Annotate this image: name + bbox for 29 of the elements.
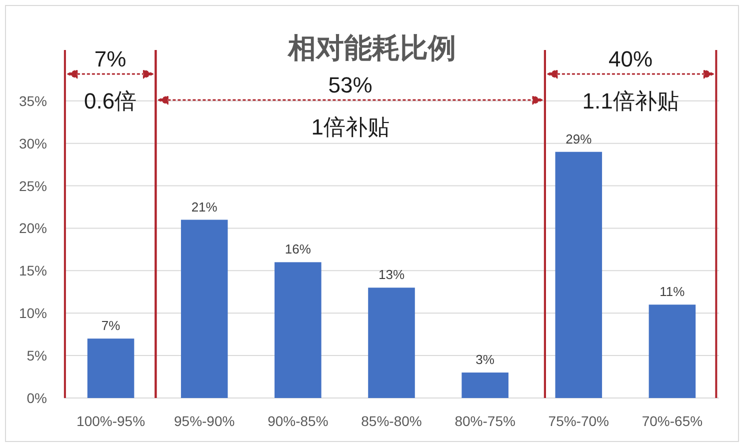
y-tick-label: 10%: [18, 305, 47, 322]
y-tick-label: 30%: [18, 135, 47, 152]
title: 相对能耗比例: [288, 32, 456, 64]
x-tick-label: 95%-90%: [174, 413, 235, 429]
data-label: 13%: [378, 267, 405, 282]
annotation: 0.6倍: [84, 88, 137, 114]
x-tick-label: 70%-65%: [642, 413, 703, 429]
y-tick-label: 5%: [26, 348, 47, 364]
x-tick-label: 75%-70%: [548, 413, 609, 429]
x-tick-label: 100%-95%: [76, 413, 146, 429]
data-label: 29%: [566, 131, 592, 146]
annotation: 1倍补贴: [311, 114, 390, 140]
x-tick-label: 90%-85%: [268, 413, 328, 429]
annotation: 7%: [94, 46, 126, 72]
y-tick-label: 20%: [18, 220, 47, 236]
y-tick-label: 0%: [26, 390, 47, 406]
data-label: 16%: [284, 242, 311, 257]
annotation: 53%: [328, 72, 372, 98]
y-tick-label: 15%: [18, 262, 47, 279]
x-tick-label: 85%-80%: [361, 413, 422, 429]
data-label: 11%: [660, 284, 685, 300]
data-label: 21%: [191, 199, 218, 214]
x-tick-label: 80%-75%: [454, 413, 516, 429]
y-tick-label: 35%: [18, 92, 47, 109]
data-label: 7%: [101, 318, 120, 334]
annotation: 40%: [608, 46, 653, 72]
data-label: 3%: [476, 352, 494, 368]
y-tick-label: 25%: [18, 178, 47, 194]
annotation: 1.1倍补贴: [582, 88, 679, 114]
